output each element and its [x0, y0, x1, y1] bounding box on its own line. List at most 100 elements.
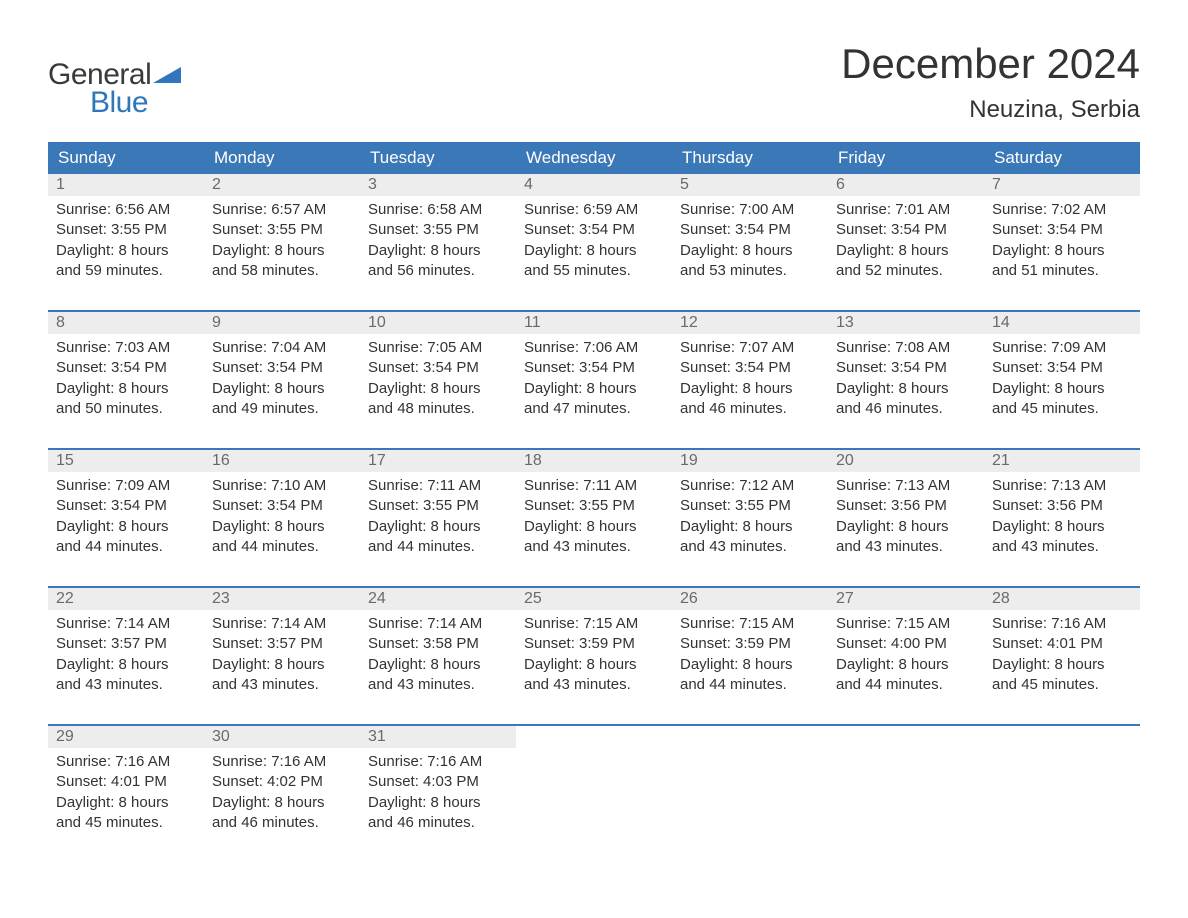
day-number: 28	[984, 588, 1140, 610]
day-details: Sunrise: 7:06 AMSunset: 3:54 PMDaylight:…	[516, 334, 672, 427]
sunrise-line: Sunrise: 7:01 AM	[836, 200, 976, 220]
calendar-day: 10Sunrise: 7:05 AMSunset: 3:54 PMDayligh…	[360, 312, 516, 434]
calendar-day: 27Sunrise: 7:15 AMSunset: 4:00 PMDayligh…	[828, 588, 984, 710]
daylight-line-1: Daylight: 8 hours	[368, 655, 508, 675]
day-number: 8	[48, 312, 204, 334]
sunset-line: Sunset: 3:55 PM	[368, 220, 508, 240]
daylight-line-1: Daylight: 8 hours	[212, 241, 352, 261]
daylight-line-2: and 58 minutes.	[212, 261, 352, 281]
daylight-line-2: and 45 minutes.	[992, 399, 1132, 419]
month-title: December 2024	[841, 40, 1140, 88]
daylight-line-2: and 59 minutes.	[56, 261, 196, 281]
calendar-day: 13Sunrise: 7:08 AMSunset: 3:54 PMDayligh…	[828, 312, 984, 434]
sunrise-line: Sunrise: 7:09 AM	[992, 338, 1132, 358]
daylight-line-2: and 44 minutes.	[56, 537, 196, 557]
sunrise-line: Sunrise: 7:16 AM	[992, 614, 1132, 634]
day-details: Sunrise: 7:01 AMSunset: 3:54 PMDaylight:…	[828, 196, 984, 289]
daylight-line-2: and 50 minutes.	[56, 399, 196, 419]
sunset-line: Sunset: 4:01 PM	[992, 634, 1132, 654]
sunrise-line: Sunrise: 7:15 AM	[524, 614, 664, 634]
sunrise-line: Sunrise: 6:58 AM	[368, 200, 508, 220]
calendar-day: 26Sunrise: 7:15 AMSunset: 3:59 PMDayligh…	[672, 588, 828, 710]
weekday-heading: Tuesday	[360, 142, 516, 174]
day-details: Sunrise: 6:56 AMSunset: 3:55 PMDaylight:…	[48, 196, 204, 289]
calendar-day: 24Sunrise: 7:14 AMSunset: 3:58 PMDayligh…	[360, 588, 516, 710]
day-number: 5	[672, 174, 828, 196]
sunset-line: Sunset: 4:03 PM	[368, 772, 508, 792]
calendar-day: 2Sunrise: 6:57 AMSunset: 3:55 PMDaylight…	[204, 174, 360, 296]
sunrise-line: Sunrise: 7:06 AM	[524, 338, 664, 358]
day-number: 15	[48, 450, 204, 472]
daylight-line-2: and 44 minutes.	[212, 537, 352, 557]
sunrise-line: Sunrise: 7:14 AM	[56, 614, 196, 634]
daylight-line-1: Daylight: 8 hours	[992, 241, 1132, 261]
week-spacer	[48, 434, 1140, 448]
weekday-heading: Sunday	[48, 142, 204, 174]
daylight-line-2: and 44 minutes.	[836, 675, 976, 695]
day-number: 9	[204, 312, 360, 334]
day-number: 31	[360, 726, 516, 748]
daylight-line-1: Daylight: 8 hours	[368, 241, 508, 261]
weekday-heading: Saturday	[984, 142, 1140, 174]
daylight-line-2: and 46 minutes.	[836, 399, 976, 419]
day-details: Sunrise: 7:09 AMSunset: 3:54 PMDaylight:…	[48, 472, 204, 565]
sunrise-line: Sunrise: 6:57 AM	[212, 200, 352, 220]
day-details: Sunrise: 7:10 AMSunset: 3:54 PMDaylight:…	[204, 472, 360, 565]
day-number: 12	[672, 312, 828, 334]
calendar-day	[984, 726, 1140, 848]
calendar-day: 4Sunrise: 6:59 AMSunset: 3:54 PMDaylight…	[516, 174, 672, 296]
sunset-line: Sunset: 3:55 PM	[368, 496, 508, 516]
calendar-week: 15Sunrise: 7:09 AMSunset: 3:54 PMDayligh…	[48, 448, 1140, 572]
sunset-line: Sunset: 3:57 PM	[56, 634, 196, 654]
day-number: 17	[360, 450, 516, 472]
day-details: Sunrise: 7:11 AMSunset: 3:55 PMDaylight:…	[516, 472, 672, 565]
day-number: 23	[204, 588, 360, 610]
daylight-line-2: and 43 minutes.	[992, 537, 1132, 557]
daylight-line-1: Daylight: 8 hours	[836, 379, 976, 399]
sunrise-line: Sunrise: 6:56 AM	[56, 200, 196, 220]
day-number: 10	[360, 312, 516, 334]
sunrise-line: Sunrise: 7:11 AM	[368, 476, 508, 496]
daylight-line-1: Daylight: 8 hours	[680, 241, 820, 261]
calendar-day	[828, 726, 984, 848]
daylight-line-2: and 43 minutes.	[56, 675, 196, 695]
day-number: 2	[204, 174, 360, 196]
sunrise-line: Sunrise: 7:10 AM	[212, 476, 352, 496]
day-number: 20	[828, 450, 984, 472]
daylight-line-2: and 47 minutes.	[524, 399, 664, 419]
sunset-line: Sunset: 3:54 PM	[992, 220, 1132, 240]
brand-logo: General Blue	[48, 40, 181, 120]
daylight-line-1: Daylight: 8 hours	[524, 517, 664, 537]
week-spacer	[48, 572, 1140, 586]
calendar-day: 5Sunrise: 7:00 AMSunset: 3:54 PMDaylight…	[672, 174, 828, 296]
calendar-day: 25Sunrise: 7:15 AMSunset: 3:59 PMDayligh…	[516, 588, 672, 710]
sunset-line: Sunset: 3:58 PM	[368, 634, 508, 654]
sunset-line: Sunset: 3:55 PM	[680, 496, 820, 516]
calendar-day: 14Sunrise: 7:09 AMSunset: 3:54 PMDayligh…	[984, 312, 1140, 434]
sunrise-line: Sunrise: 7:03 AM	[56, 338, 196, 358]
day-details: Sunrise: 7:08 AMSunset: 3:54 PMDaylight:…	[828, 334, 984, 427]
day-number: 22	[48, 588, 204, 610]
daylight-line-1: Daylight: 8 hours	[56, 379, 196, 399]
calendar-day	[516, 726, 672, 848]
sunrise-line: Sunrise: 7:16 AM	[56, 752, 196, 772]
day-number: 1	[48, 174, 204, 196]
daylight-line-2: and 43 minutes.	[368, 675, 508, 695]
daylight-line-1: Daylight: 8 hours	[680, 379, 820, 399]
day-details: Sunrise: 7:16 AMSunset: 4:03 PMDaylight:…	[360, 748, 516, 841]
daylight-line-1: Daylight: 8 hours	[212, 517, 352, 537]
day-details: Sunrise: 7:14 AMSunset: 3:57 PMDaylight:…	[204, 610, 360, 703]
title-block: December 2024 Neuzina, Serbia	[841, 40, 1140, 124]
calendar-day: 12Sunrise: 7:07 AMSunset: 3:54 PMDayligh…	[672, 312, 828, 434]
sunrise-line: Sunrise: 7:16 AM	[212, 752, 352, 772]
sunrise-line: Sunrise: 6:59 AM	[524, 200, 664, 220]
calendar-day: 3Sunrise: 6:58 AMSunset: 3:55 PMDaylight…	[360, 174, 516, 296]
sunset-line: Sunset: 3:54 PM	[992, 358, 1132, 378]
sunrise-line: Sunrise: 7:02 AM	[992, 200, 1132, 220]
day-details: Sunrise: 7:00 AMSunset: 3:54 PMDaylight:…	[672, 196, 828, 289]
daylight-line-1: Daylight: 8 hours	[992, 655, 1132, 675]
day-number: 21	[984, 450, 1140, 472]
sunset-line: Sunset: 3:54 PM	[56, 496, 196, 516]
day-details: Sunrise: 7:15 AMSunset: 4:00 PMDaylight:…	[828, 610, 984, 703]
weekday-heading: Monday	[204, 142, 360, 174]
